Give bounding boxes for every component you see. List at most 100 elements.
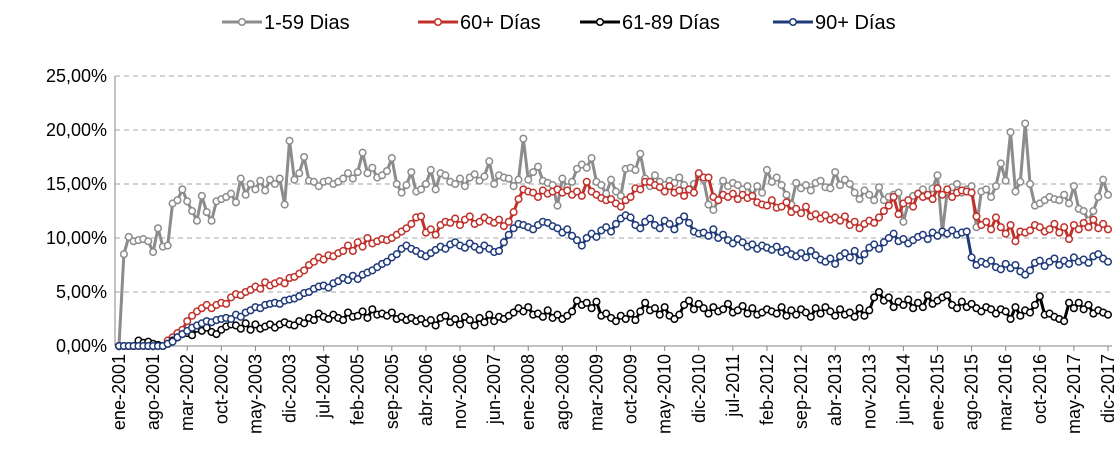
point xyxy=(967,253,976,262)
point xyxy=(1025,266,1035,275)
point xyxy=(962,227,971,236)
point xyxy=(582,163,591,172)
y-tick-label: 15,00% xyxy=(46,174,107,194)
point xyxy=(709,225,718,234)
legend-label: 90+ Días xyxy=(815,12,896,34)
point xyxy=(801,253,810,262)
point xyxy=(694,299,703,308)
point xyxy=(387,154,396,163)
point xyxy=(723,299,733,308)
point xyxy=(816,176,825,185)
point xyxy=(655,310,664,319)
point xyxy=(485,157,494,166)
point xyxy=(480,172,489,181)
series-group xyxy=(114,287,1113,351)
point xyxy=(801,181,810,190)
point xyxy=(811,210,820,219)
point xyxy=(1050,219,1059,229)
point xyxy=(1103,257,1113,266)
point xyxy=(1035,256,1044,265)
point xyxy=(967,299,976,308)
point xyxy=(874,244,884,253)
point xyxy=(382,257,392,266)
point xyxy=(874,287,884,297)
point xyxy=(933,231,942,240)
point xyxy=(343,169,353,178)
point xyxy=(300,152,309,162)
point xyxy=(455,174,465,183)
point xyxy=(290,175,299,184)
point xyxy=(889,192,898,202)
point xyxy=(197,191,206,200)
point xyxy=(982,217,991,226)
point xyxy=(1103,190,1113,199)
point xyxy=(431,230,440,239)
point xyxy=(451,214,460,223)
point xyxy=(149,247,158,257)
point xyxy=(607,175,616,184)
point xyxy=(845,253,854,262)
point xyxy=(231,198,240,207)
point xyxy=(519,307,528,316)
point xyxy=(529,188,538,197)
legend-marker xyxy=(788,17,798,27)
x-tick-label: oct-2016 xyxy=(1030,354,1050,424)
point xyxy=(704,200,713,209)
point xyxy=(928,195,937,204)
x-tick-label: sep-2012 xyxy=(791,354,811,429)
point xyxy=(1035,292,1044,301)
point xyxy=(787,306,796,315)
legend-marker xyxy=(595,17,605,27)
point xyxy=(397,188,406,197)
point xyxy=(1050,254,1059,263)
point xyxy=(680,191,689,200)
point xyxy=(641,298,650,307)
point xyxy=(339,316,348,325)
point xyxy=(797,249,806,258)
point xyxy=(514,195,523,204)
point xyxy=(319,255,328,264)
point xyxy=(728,239,737,248)
point xyxy=(455,220,465,230)
point xyxy=(246,179,255,189)
point xyxy=(826,184,835,193)
point xyxy=(870,240,879,249)
point xyxy=(426,165,435,175)
point xyxy=(923,291,932,300)
point xyxy=(275,174,284,183)
point xyxy=(904,196,913,205)
point xyxy=(1006,128,1015,137)
point xyxy=(553,310,562,319)
point xyxy=(850,246,859,256)
point xyxy=(840,175,849,184)
point xyxy=(626,192,635,202)
point xyxy=(782,198,791,207)
point xyxy=(611,317,620,326)
x-tick-label: mar-2002 xyxy=(177,354,197,431)
point xyxy=(368,163,377,172)
point xyxy=(748,304,757,313)
point xyxy=(1025,226,1035,235)
x-tick-label: may-2017 xyxy=(1064,354,1084,434)
point xyxy=(309,257,318,266)
point xyxy=(709,205,718,214)
point xyxy=(855,304,864,313)
point xyxy=(587,304,596,313)
point xyxy=(977,307,986,316)
point xyxy=(806,312,815,321)
point xyxy=(797,209,806,218)
point xyxy=(996,265,1005,274)
point xyxy=(918,230,927,239)
point xyxy=(514,175,523,184)
point xyxy=(943,291,952,300)
point xyxy=(246,325,255,334)
point xyxy=(650,171,659,180)
point xyxy=(743,182,752,191)
point xyxy=(480,318,489,327)
point xyxy=(943,185,952,194)
point xyxy=(446,218,455,227)
point xyxy=(431,321,440,330)
point xyxy=(1030,300,1039,310)
point xyxy=(894,210,903,219)
legend-label: 61-89 Días xyxy=(622,12,720,34)
